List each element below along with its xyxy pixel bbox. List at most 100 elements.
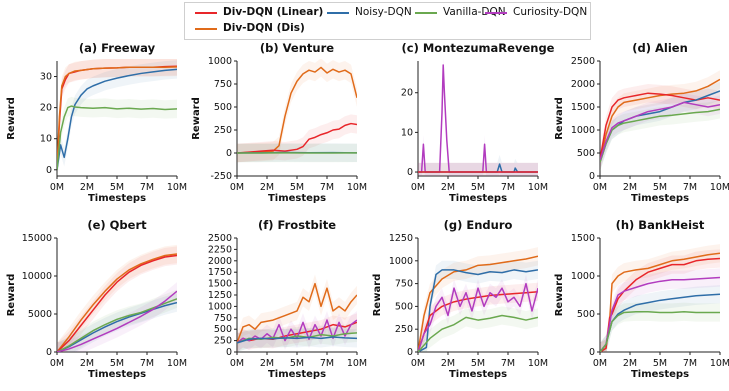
- y-tick-label: 1000: [571, 271, 595, 282]
- y-axis-label: Reward: [191, 97, 202, 140]
- x-tick-label: 2M: [260, 182, 274, 193]
- y-tick-label: 1500: [571, 233, 595, 244]
- x-tick-label: 0M: [230, 358, 244, 369]
- x-tick-label: 5M: [110, 358, 124, 369]
- y-tick-label: 1750: [208, 267, 232, 278]
- x-axis-label: Timesteps: [268, 193, 326, 204]
- series-band: [57, 96, 177, 176]
- legend-swatch: [485, 12, 507, 14]
- x-axis-label: Timesteps: [88, 193, 146, 204]
- y-tick-label: 30: [40, 72, 52, 83]
- y-axis-label: Reward: [554, 274, 565, 317]
- series-band: [600, 84, 720, 170]
- x-tick-label: 2M: [260, 358, 274, 369]
- series-line: [600, 101, 720, 161]
- subplot-title: (a) Freeway: [79, 41, 156, 55]
- series-band: [600, 302, 720, 352]
- y-tick-label: 0: [589, 347, 595, 358]
- series-line: [600, 108, 720, 163]
- y-tick-label: 0: [226, 347, 232, 358]
- series-group: [600, 244, 720, 352]
- subplot-2: (b) Venture 0M 2M 5M 7M 10M -250 0 250 500 750 1000…: [191, 41, 367, 204]
- subplot-5: (e) Qbert 0M 2M 5M 7M 10M 0 5000 10000 15000 Times…: [6, 218, 187, 380]
- subplot-6: (f) Frostbite 0M 2M 5M 7M 10M 0250500750100012…: [208, 218, 367, 380]
- y-tick-label: 2500: [208, 233, 232, 244]
- series-line: [57, 66, 177, 170]
- y-tick-label: 750: [214, 79, 232, 90]
- x-tick-label: 5M: [653, 182, 667, 193]
- subplot-4: (d) Alien 0M 2M 5M 7M 10M 0 500 1000 1500 2000 2500…: [554, 41, 729, 204]
- y-tick-label: 1000: [208, 56, 232, 67]
- x-tick-label: 10M: [347, 182, 367, 193]
- series-band: [418, 306, 538, 352]
- x-tick-label: 0M: [50, 358, 64, 369]
- series-line: [600, 257, 720, 352]
- series-band: [418, 59, 538, 176]
- series-line: [418, 291, 538, 352]
- series-group: [237, 59, 357, 163]
- x-tick-label: 7M: [501, 358, 515, 369]
- series-line: [237, 66, 357, 154]
- series-line: [237, 336, 357, 344]
- y-tick-label: 500: [395, 301, 413, 312]
- subplot-title: (g) Enduro: [444, 218, 513, 232]
- y-tick-label: 0: [46, 165, 52, 176]
- x-axis-label: Timesteps: [88, 369, 146, 380]
- y-tick-label: 5000: [28, 309, 52, 320]
- x-tick-label: 0M: [230, 182, 244, 193]
- x-tick-label: 7M: [683, 358, 697, 369]
- y-axis-label: Reward: [554, 97, 565, 140]
- x-axis-label: Timesteps: [449, 193, 507, 204]
- y-tick-label: 250: [214, 336, 232, 347]
- subplot-title: (h) BankHeist: [616, 218, 705, 232]
- y-tick-label: 0: [407, 167, 413, 178]
- series-band: [57, 246, 177, 352]
- x-tick-label: 0M: [50, 182, 64, 193]
- series-line: [57, 68, 177, 170]
- x-axis-label: Timesteps: [631, 193, 689, 204]
- y-tick-label: 1500: [208, 279, 232, 290]
- series-line: [600, 252, 720, 352]
- y-axis-label: Reward: [6, 274, 17, 317]
- subplot-8: (h) BankHeist 0M 2M 5M 7M 10M 0 500 1000 1500 Time…: [554, 218, 729, 380]
- y-tick-label: 1000: [389, 256, 413, 267]
- x-tick-label: 7M: [140, 358, 154, 369]
- legend-swatch: [327, 12, 349, 14]
- subplot-title: (f) Frostbite: [258, 218, 336, 232]
- x-axis-label: Timesteps: [631, 369, 689, 380]
- series-group: [600, 70, 720, 172]
- y-tick-label: 500: [214, 324, 232, 335]
- x-tick-label: 2M: [441, 182, 455, 193]
- x-tick-label: 5M: [471, 182, 485, 193]
- y-tick-label: 1500: [571, 102, 595, 113]
- y-tick-label: 10: [401, 127, 413, 138]
- x-axis-label: Timesteps: [449, 369, 507, 380]
- y-tick-label: 10: [40, 134, 52, 145]
- y-tick-label: -250: [210, 171, 232, 182]
- series-band: [418, 247, 538, 352]
- x-tick-label: 10M: [710, 358, 729, 369]
- series-band: [418, 154, 538, 176]
- y-tick-label: 500: [577, 309, 595, 320]
- subplot-1: (a) Freeway 0M 2M 5M 7M 10M 0 10 20 30 Timesteps Re…: [6, 41, 187, 204]
- subplot-title: (c) MontezumaRevenge: [402, 41, 555, 55]
- x-tick-label: 7M: [683, 182, 697, 193]
- x-tick-label: 2M: [80, 182, 94, 193]
- legend-label: Noisy-DQN: [355, 6, 412, 18]
- subplot-3: (c) MontezumaRevenge 0M 2M 5M 7M 10M 0 10 20 Time…: [401, 41, 555, 204]
- x-tick-label: 2M: [623, 358, 637, 369]
- series-band: [600, 93, 720, 170]
- y-tick-label: 1000: [571, 125, 595, 136]
- series-band: [600, 70, 720, 172]
- y-tick-label: 2250: [208, 244, 232, 255]
- y-tick-label: 10000: [22, 271, 52, 282]
- legend-label: Curiosity-DQN: [513, 6, 588, 18]
- legend-swatch: [195, 28, 217, 30]
- series-line: [57, 253, 177, 352]
- x-tick-label: 10M: [710, 182, 729, 193]
- series-line: [57, 290, 177, 352]
- x-tick-label: 0M: [411, 182, 425, 193]
- series-line: [600, 78, 720, 163]
- x-tick-label: 7M: [320, 358, 334, 369]
